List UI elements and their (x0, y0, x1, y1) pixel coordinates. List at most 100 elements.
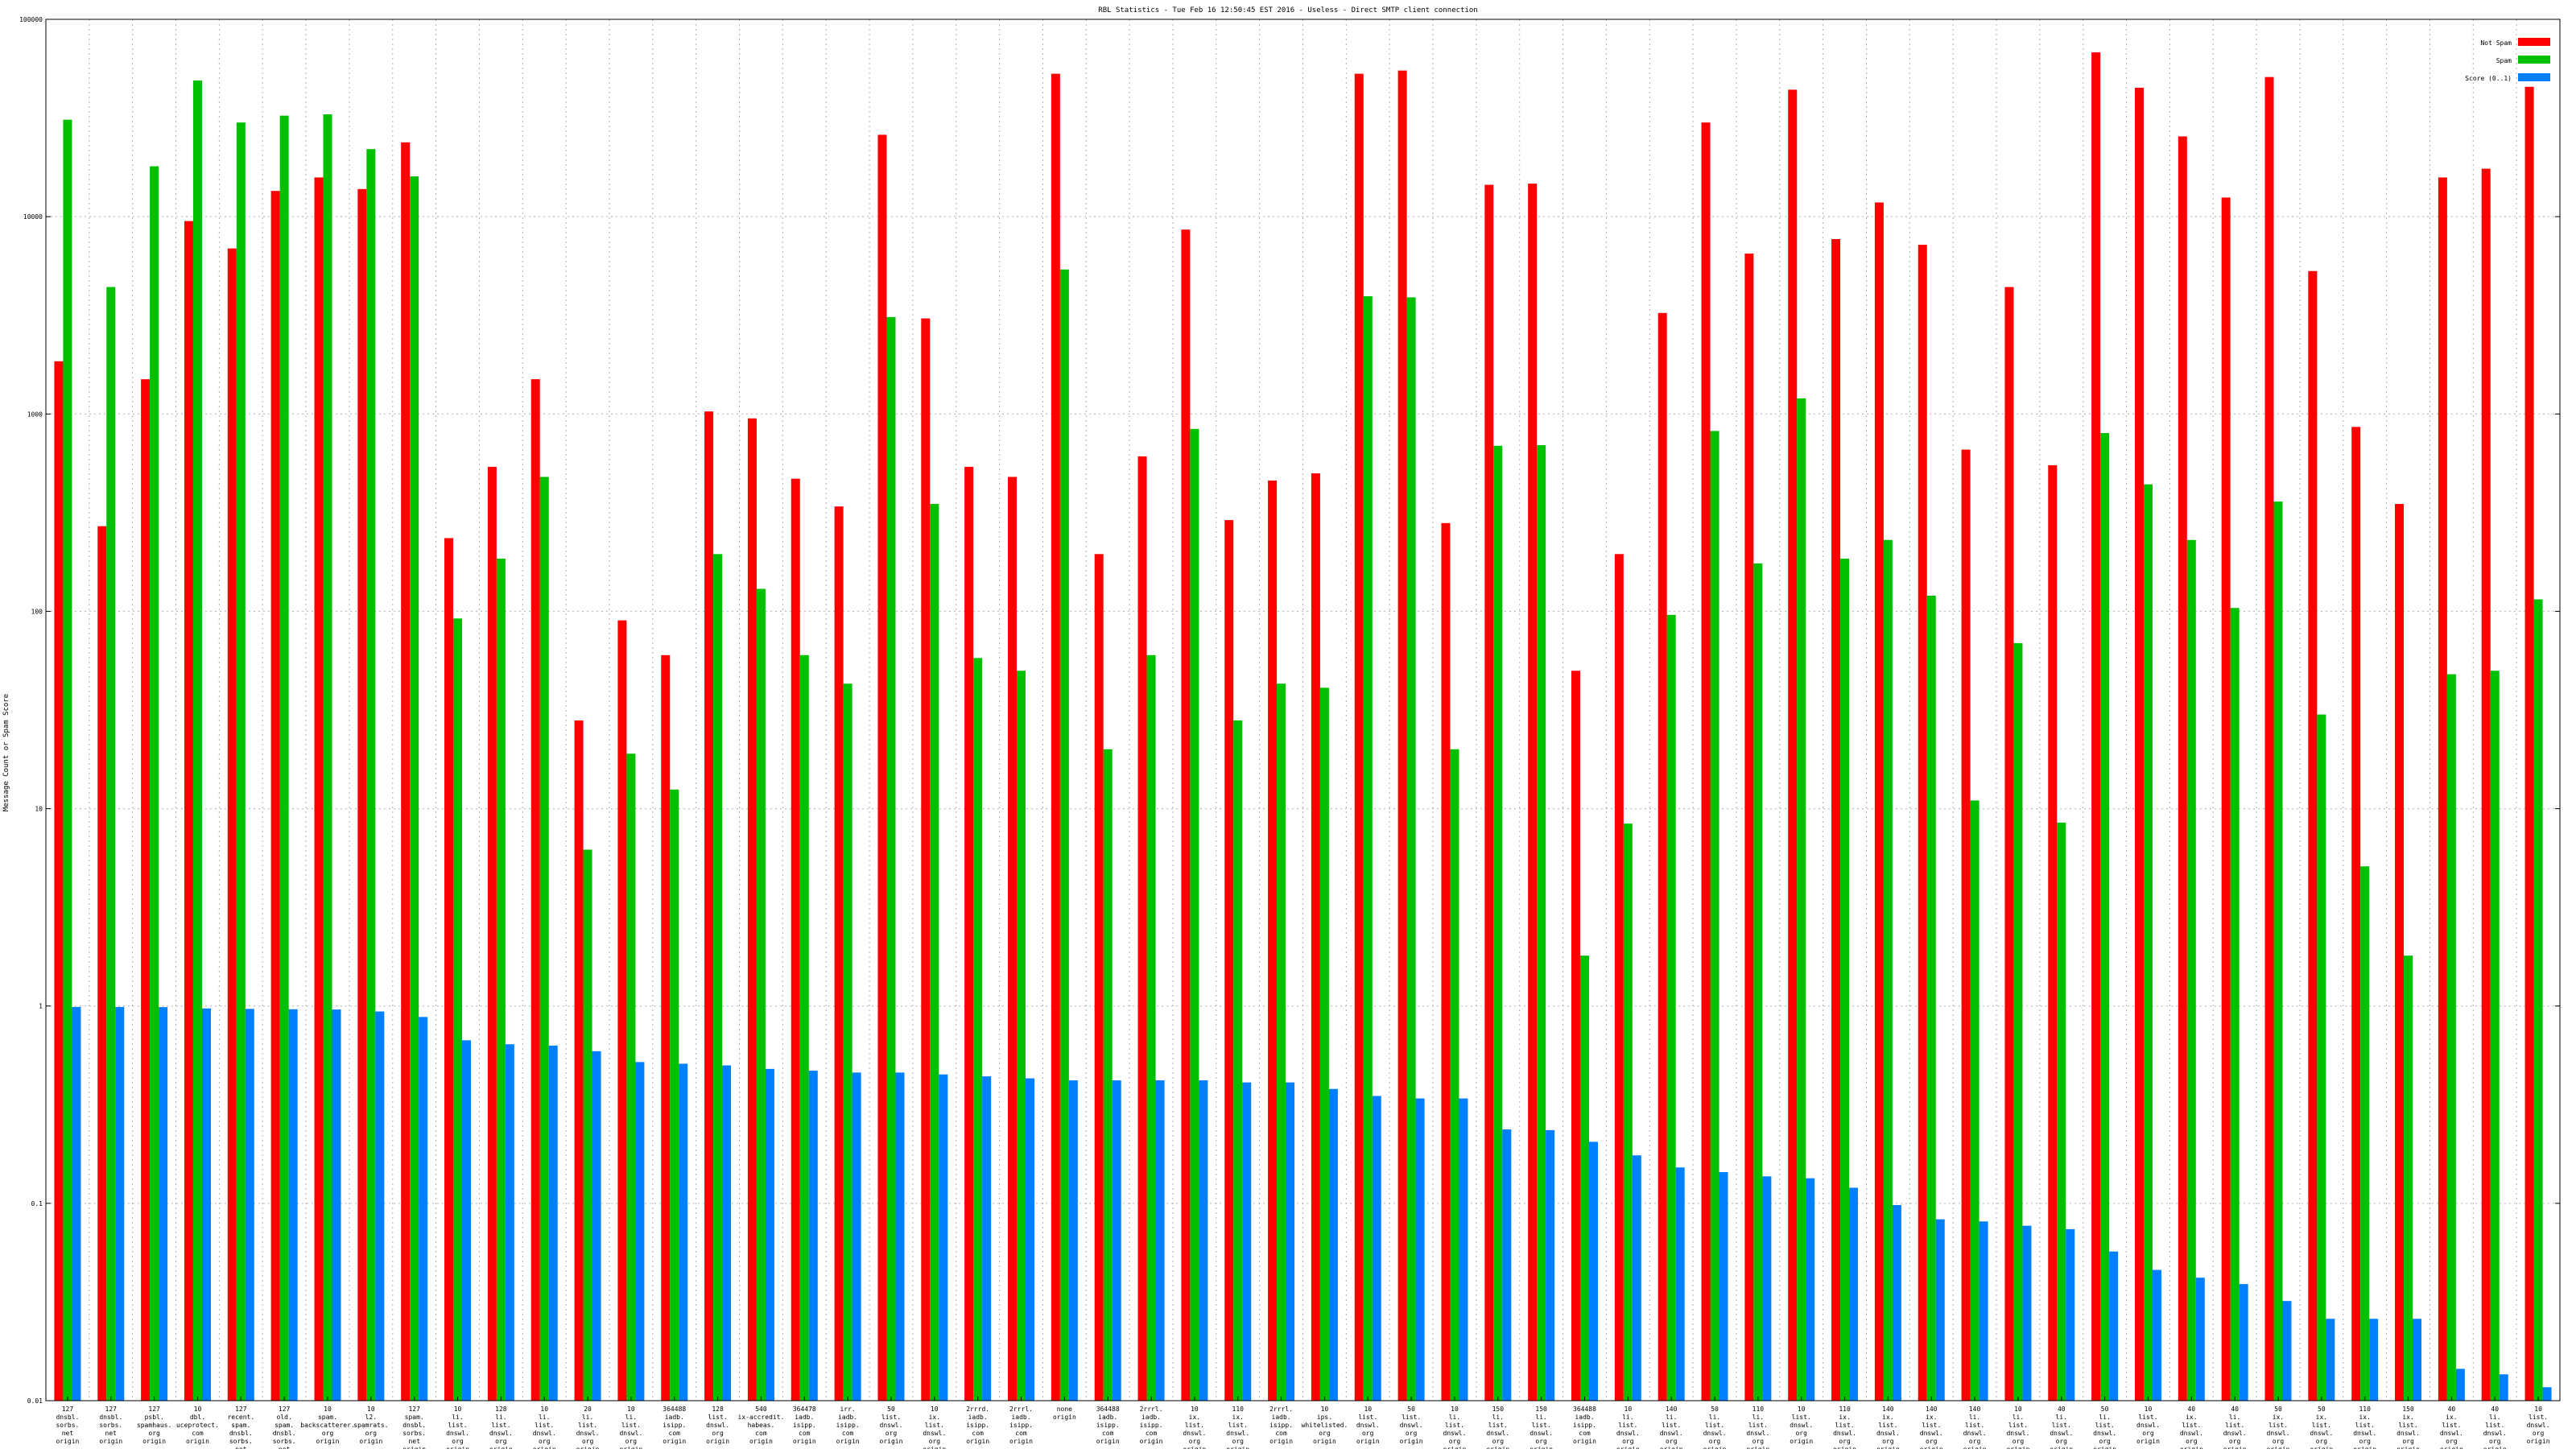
not-spam-bar (2221, 197, 2231, 1401)
not-spam-bar (2481, 168, 2491, 1401)
x-category-label-line: origin (749, 1438, 773, 1445)
x-category-label-line: sorbs. (273, 1438, 296, 1445)
x-category-label-line: 40 (2231, 1406, 2239, 1413)
x-category-label-line: li. (2056, 1414, 2067, 1421)
x-category-label: 10 dbl. uceprotect. com origin (176, 1406, 219, 1445)
spam-bar (1406, 297, 1416, 1401)
x-category-label-line: iadb. (1011, 1414, 1030, 1421)
spam-bar (1840, 558, 1850, 1401)
spam-bar (843, 683, 852, 1401)
x-category-label-line: 128 (495, 1406, 507, 1413)
x-category-label-line: net (62, 1430, 74, 1437)
score-bar (1155, 1080, 1165, 1401)
not-spam-bar (574, 720, 584, 1401)
score-bar (1112, 1080, 1121, 1401)
score-bar (2066, 1228, 2075, 1401)
x-category-label-line: com (192, 1430, 204, 1437)
not-spam-bar (2308, 270, 2318, 1401)
x-category-label-line: dnswl. (2267, 1430, 2290, 1437)
x-category-label-line: origin (2396, 1446, 2420, 1449)
x-category-label-line: 150 (1535, 1406, 1547, 1413)
x-category-label-line: ix-accredit. (738, 1414, 785, 1421)
x-category-label-line: li. (1709, 1414, 1720, 1421)
spam-bar (323, 114, 332, 1401)
x-category-label-line: 10 (2534, 1406, 2542, 1413)
x-category-label-line: origin (2527, 1438, 2550, 1445)
x-category-label-line: isipp. (1140, 1422, 1163, 1429)
not-spam-bar (2351, 427, 2361, 1401)
x-category-label-line: iadb. (1141, 1414, 1161, 1421)
x-category-label-line: origin (923, 1446, 946, 1449)
x-category-label-line: sorbs. (99, 1422, 122, 1429)
spam-bar (2360, 866, 2370, 1401)
score-bar (159, 1007, 168, 1401)
x-category-label-line: org (2446, 1438, 2458, 1445)
x-category-label: 364478 iadb. isipp. com origin (793, 1406, 816, 1445)
spam-bar (1883, 539, 1893, 1401)
x-category-label: 128 list. dnswl. org origin (706, 1406, 729, 1445)
x-category-label-line: com (1275, 1430, 1287, 1437)
spam-bar (626, 753, 636, 1401)
x-category-label-line: dnswl. (1443, 1430, 1467, 1437)
x-category-label-line: origin (880, 1438, 903, 1445)
x-category-label-line: org (1666, 1438, 1678, 1445)
x-category-label-line: 50 (2318, 1406, 2326, 1413)
x-category-label-line: list. (1445, 1422, 1464, 1429)
score-bar (2195, 1278, 2205, 1401)
x-category-label-line: 110 (2359, 1406, 2371, 1413)
x-category-label-line: 10 (454, 1406, 462, 1413)
spam-bar (453, 618, 463, 1401)
score-bar (288, 1009, 298, 1401)
score-bar (505, 1044, 514, 1401)
x-category-label-line: list. (2052, 1422, 2071, 1429)
y-tick-label: 100000 (19, 16, 43, 23)
not-spam-bar (791, 478, 800, 1401)
spam-bar (1319, 687, 1329, 1401)
x-category-label-line: 50 (2274, 1406, 2282, 1413)
x-category-label-line: origin (1573, 1438, 1596, 1445)
x-category-label-line: list. (1922, 1422, 1941, 1429)
not-spam-bar (2134, 88, 2144, 1401)
x-category-label-line: list. (1488, 1422, 1508, 1429)
x-category-label-line: origin (1183, 1446, 1206, 1449)
x-category-label-line: 540 (755, 1406, 767, 1413)
not-spam-bar (1571, 671, 1580, 1401)
x-category-label-line: 50 (887, 1406, 895, 1413)
spam-bar (1970, 800, 1979, 1401)
x-category-label-line: spamrats. (353, 1422, 388, 1429)
x-category-label-line: list. (578, 1422, 597, 1429)
x-category-label-line: 50 (1407, 1406, 1415, 1413)
not-spam-bar (401, 142, 411, 1401)
y-tick-label: 10 (35, 806, 43, 813)
x-category-label-line: dnswl. (1226, 1430, 1249, 1437)
x-category-label-line: iadb. (838, 1414, 857, 1421)
x-category-label-line: ix. (2446, 1414, 2457, 1421)
score-bar (808, 1071, 818, 1401)
spam-bar (1753, 563, 1763, 1401)
not-spam-bar (1657, 312, 1667, 1401)
x-category-label-line: org (2099, 1438, 2111, 1445)
not-spam-bar (747, 418, 757, 1401)
x-category-label-line: org (1362, 1430, 1374, 1437)
spam-bar (1233, 720, 1243, 1401)
score-bar (375, 1011, 385, 1401)
x-category-label-line: 10 (540, 1406, 548, 1413)
not-spam-bar (141, 379, 151, 1401)
x-category-label-line: iadb. (1098, 1414, 1117, 1421)
not-spam-bar (834, 506, 844, 1401)
x-category-label-line: dnswl. (446, 1430, 469, 1437)
x-category-label-line: li. (2229, 1414, 2240, 1421)
x-category-label-line: origin (2180, 1446, 2203, 1449)
x-category-label-line: 140 (1882, 1406, 1894, 1413)
spam-bar (63, 119, 72, 1401)
x-category-label-line: 10 (1321, 1406, 1329, 1413)
x-category-label-line: dnswl. (2483, 1430, 2507, 1437)
x-category-label-line: org (929, 1438, 941, 1445)
x-category-label-line: org (1795, 1430, 1807, 1437)
